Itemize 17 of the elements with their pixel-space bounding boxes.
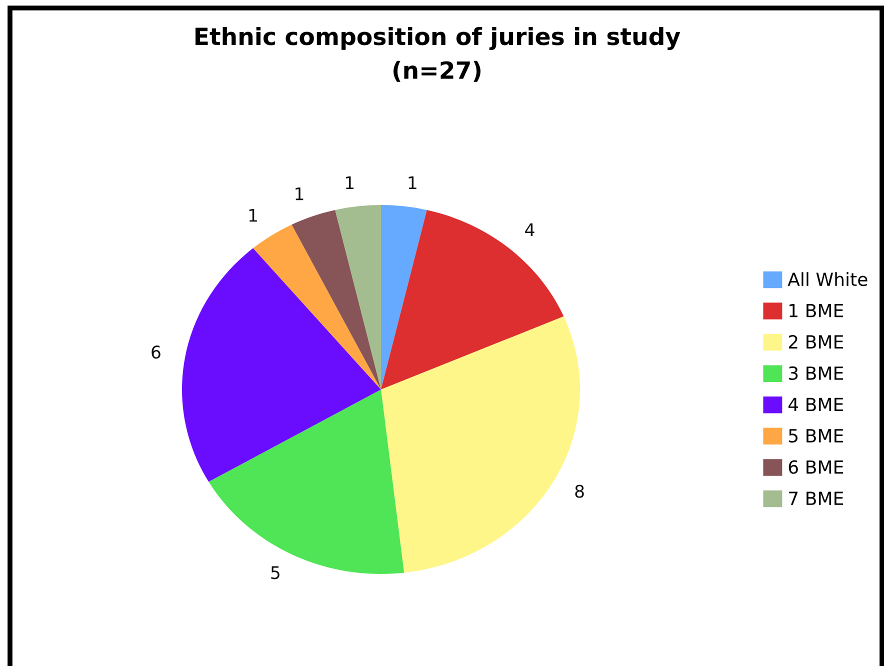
data-label: 1 [346, 176, 354, 190]
data-label: 4 [525, 223, 534, 236]
legend-label: 3 BME [788, 366, 844, 380]
legend-label: 4 BME [788, 398, 844, 412]
data-label: 1 [296, 187, 304, 200]
data-label: 6 [152, 346, 160, 359]
legend-label: 7 BME [789, 492, 844, 505]
legend-label: 2 BME [788, 335, 844, 348]
data-label: 8 [575, 484, 584, 498]
legend-label: 5 BME [788, 429, 844, 443]
legend-label: 1 BME [790, 304, 844, 318]
legend-label: All White [788, 272, 868, 286]
data-label: 1 [408, 176, 416, 190]
data-label: 1 [249, 208, 257, 222]
legend-label: 6 BME [788, 460, 844, 474]
chart-title: Ethnic composition of juries in study (n=27) [196, 27, 680, 82]
data-label: 5 [271, 566, 280, 580]
